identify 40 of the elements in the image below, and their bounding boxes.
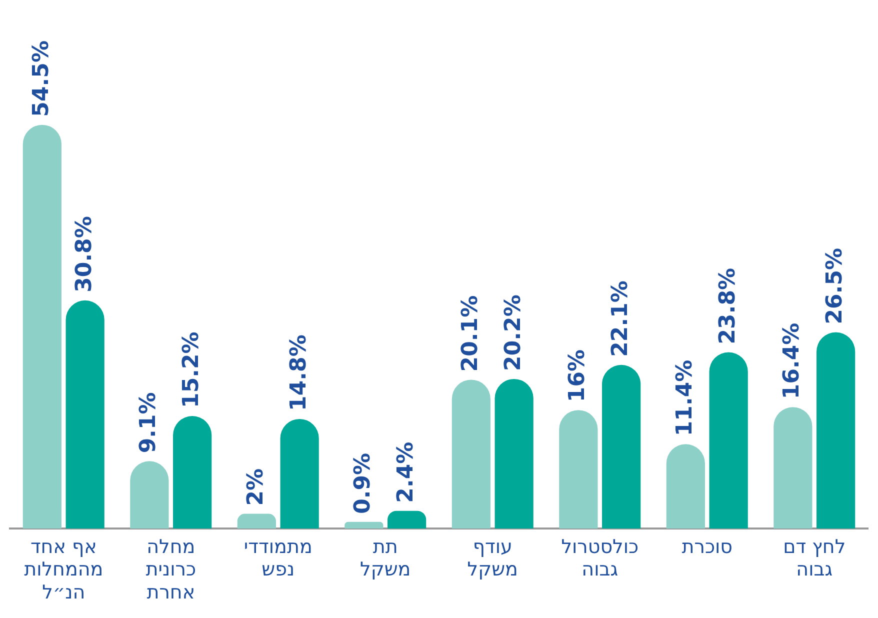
data-label: 9.1% — [136, 392, 162, 454]
bar — [237, 514, 276, 529]
bar — [344, 522, 384, 529]
bar — [774, 407, 812, 529]
data-label: 2% — [243, 468, 268, 506]
bar — [22, 124, 62, 529]
data-label: 23.8% — [715, 268, 740, 344]
bar — [130, 461, 169, 529]
data-label: 20.1% — [458, 295, 483, 372]
data-label: 15.2% — [179, 332, 204, 408]
data-label: 54.5% — [28, 40, 54, 117]
bar — [173, 416, 212, 529]
bar — [66, 300, 104, 529]
x-tick-label: כולסטרול גבוה — [561, 536, 639, 581]
bar — [559, 410, 598, 529]
x-tick-label: מחלה כרונית אחרת — [146, 536, 196, 604]
bar — [388, 510, 426, 529]
x-tick-label: לחץ דם גבוה — [783, 536, 846, 581]
data-label: 26.5% — [822, 248, 848, 324]
x-tick-label: סוכרת — [682, 536, 733, 558]
data-label: 16.4% — [780, 322, 805, 400]
data-label: 14.8% — [286, 334, 312, 411]
x-tick-label: אף אחד מהמחלות הנ״ל — [24, 536, 104, 604]
data-label: 20.2% — [500, 294, 526, 371]
bar — [280, 418, 319, 529]
bar — [709, 352, 748, 529]
bar — [602, 364, 641, 529]
data-label: 0.9% — [350, 452, 376, 514]
bar — [816, 332, 856, 529]
data-label: 2.4% — [394, 442, 419, 503]
data-label: 22.1% — [608, 280, 634, 357]
bar — [452, 380, 490, 529]
x-tick-label: עודף משקל — [467, 536, 518, 581]
data-label: 11.4% — [672, 360, 698, 436]
x-tick-label: תת משקל — [360, 536, 411, 581]
data-label: 16% — [565, 349, 590, 402]
bar — [666, 444, 705, 529]
bar — [494, 378, 534, 529]
x-tick-label: מתמודדי נפש — [244, 536, 312, 581]
data-label: 30.8% — [72, 216, 97, 292]
